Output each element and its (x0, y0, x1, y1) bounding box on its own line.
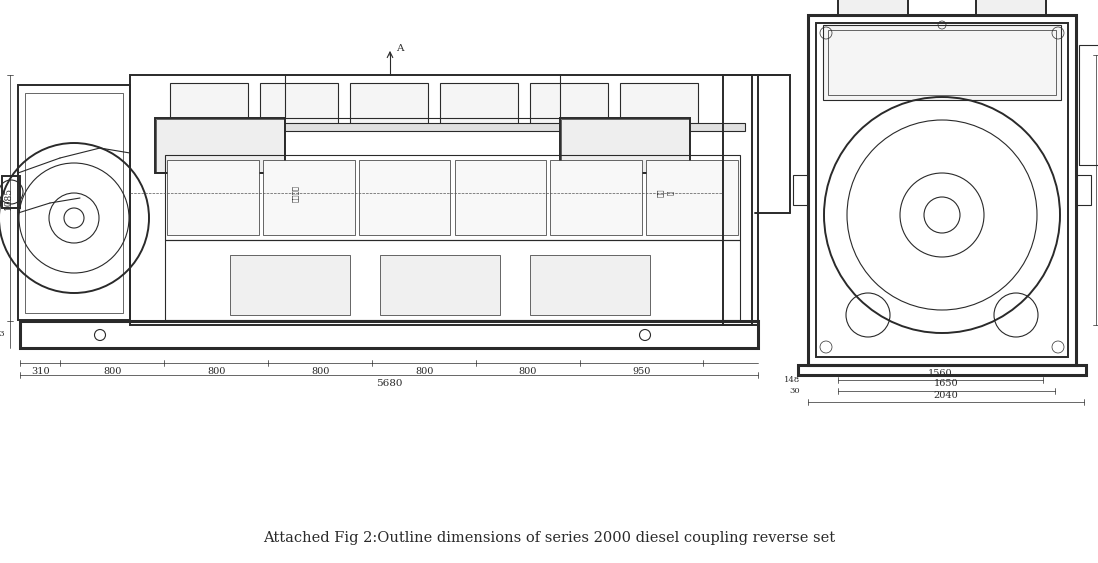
Bar (561, 119, 690, 172)
Bar (262, 160, 355, 235)
Bar (646, 160, 738, 235)
Text: 800: 800 (311, 367, 329, 376)
Bar (165, 155, 740, 240)
Bar (18, 85, 130, 320)
Bar (620, 83, 698, 125)
Bar (167, 160, 259, 235)
Bar (359, 160, 450, 235)
Text: 30: 30 (789, 387, 800, 395)
Bar (798, 365, 1086, 375)
Bar (130, 75, 752, 325)
Bar (440, 83, 518, 125)
Bar (229, 255, 350, 315)
Text: 800: 800 (208, 367, 225, 376)
Bar (156, 119, 284, 172)
Bar (260, 83, 338, 125)
Text: 1560: 1560 (928, 369, 953, 378)
Bar (455, 160, 547, 235)
Bar (155, 118, 285, 173)
Bar (722, 75, 758, 325)
Text: 1085: 1085 (3, 186, 12, 209)
Bar (1076, 175, 1091, 205)
Text: 800: 800 (519, 367, 537, 376)
Bar (828, 30, 1056, 95)
Bar (155, 123, 746, 131)
Bar (165, 240, 740, 320)
Bar (530, 255, 650, 315)
Bar (824, 25, 1061, 100)
Bar (816, 23, 1068, 357)
Bar (1079, 45, 1098, 165)
Bar (380, 255, 500, 315)
Text: 自重
吨: 自重 吨 (657, 189, 673, 197)
Bar (838, 0, 908, 15)
Bar (350, 83, 428, 125)
Bar (793, 175, 808, 205)
Bar (20, 321, 758, 348)
Bar (560, 118, 690, 173)
Text: 1650: 1650 (934, 379, 959, 388)
Text: 63: 63 (0, 330, 5, 338)
Text: 950: 950 (632, 367, 651, 376)
Text: A: A (396, 44, 403, 53)
Text: Attached Fig 2:Outline dimensions of series 2000 diesel coupling reverse set: Attached Fig 2:Outline dimensions of ser… (262, 531, 836, 545)
Bar (2, 176, 20, 208)
Bar (25, 93, 123, 313)
Bar (808, 15, 1076, 365)
Bar (170, 83, 248, 125)
Text: 310: 310 (31, 367, 49, 376)
Bar (976, 0, 1046, 15)
Text: 800: 800 (415, 367, 434, 376)
Bar (530, 83, 608, 125)
Bar (550, 160, 642, 235)
Text: 5680: 5680 (376, 379, 402, 388)
Text: 2040: 2040 (933, 391, 959, 400)
Text: 148: 148 (784, 376, 800, 384)
Text: 800: 800 (103, 367, 122, 376)
Text: 产品编号: 产品编号 (291, 185, 299, 202)
